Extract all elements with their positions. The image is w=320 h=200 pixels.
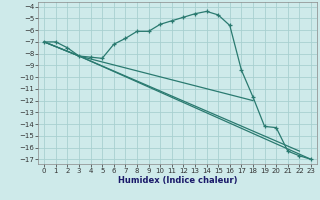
X-axis label: Humidex (Indice chaleur): Humidex (Indice chaleur) — [118, 176, 237, 185]
